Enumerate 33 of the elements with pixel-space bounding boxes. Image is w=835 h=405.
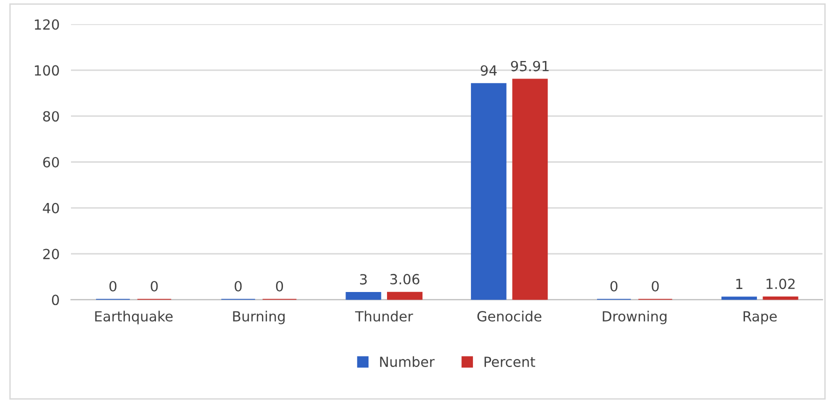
legend-label: Number — [380, 356, 435, 368]
x-tick-label: Earthquake — [95, 310, 173, 324]
bar — [762, 296, 798, 300]
y-tick-label: 80 — [43, 111, 59, 122]
x-tick-label: Thunder — [355, 310, 414, 322]
data-label: 0 — [610, 280, 618, 292]
x-tick-label: Drowning — [602, 310, 666, 324]
bar — [387, 292, 423, 300]
data-label: 3.06 — [390, 274, 420, 284]
data-label: 3 — [360, 274, 367, 285]
data-label: 0 — [150, 280, 158, 292]
data-label: 1.02 — [766, 278, 795, 290]
y-tick-label: 0 — [52, 294, 59, 306]
data-label: 0 — [652, 280, 659, 292]
data-label: 95.91 — [511, 60, 549, 72]
legend-label: Percent — [484, 356, 536, 368]
data-label: 1 — [736, 278, 742, 289]
data-label: 0 — [234, 280, 242, 292]
x-tick-label: Burning — [233, 310, 285, 324]
y-tick-label: 40 — [42, 202, 59, 214]
y-tick-label: 20 — [43, 248, 59, 260]
y-tick-label: 60 — [43, 156, 59, 168]
bar — [512, 78, 548, 300]
y-tick-label: 120 — [34, 19, 59, 30]
bar — [470, 83, 506, 300]
bar — [721, 296, 757, 300]
bar — [346, 292, 382, 300]
data-label: 0 — [109, 280, 116, 292]
data-label: 0 — [276, 280, 284, 292]
data-label: 94 — [480, 65, 497, 76]
y-tick-label: 100 — [34, 65, 59, 76]
x-tick-label: Genocide — [477, 310, 542, 322]
x-tick-label: Rape — [744, 311, 777, 324]
